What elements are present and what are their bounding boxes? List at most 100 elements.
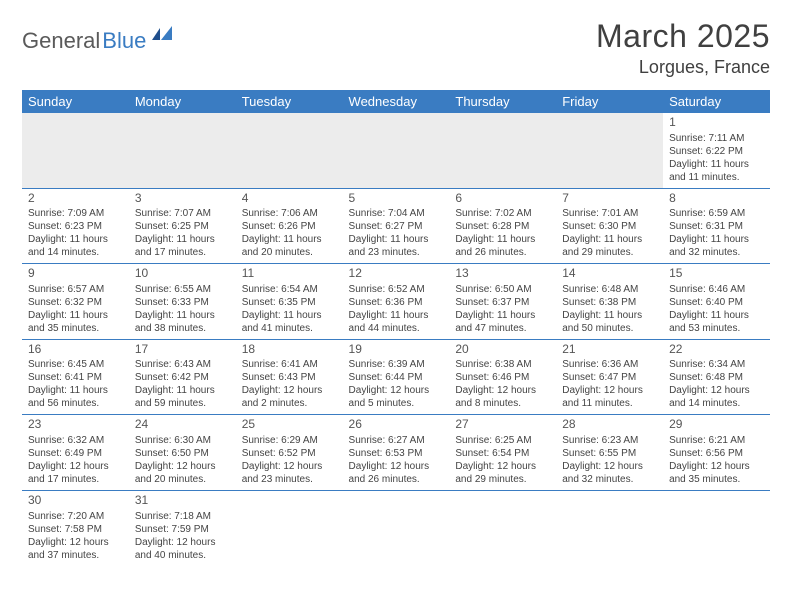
calendar-table: SundayMondayTuesdayWednesdayThursdayFrid… — [22, 90, 770, 566]
sunrise-text: Sunrise: 6:57 AM — [28, 283, 123, 296]
weekday-header: Saturday — [663, 90, 770, 113]
daylight-text: Daylight: 11 hours — [349, 233, 444, 246]
daylight-text: Daylight: 11 hours — [562, 233, 657, 246]
daylight-text: and 35 minutes. — [669, 473, 764, 486]
calendar-day-cell: 17Sunrise: 6:43 AMSunset: 6:42 PMDayligh… — [129, 339, 236, 415]
daylight-text: and 14 minutes. — [28, 246, 123, 259]
calendar-day-cell: 13Sunrise: 6:50 AMSunset: 6:37 PMDayligh… — [449, 264, 556, 340]
daylight-text: Daylight: 12 hours — [669, 384, 764, 397]
daylight-text: Daylight: 11 hours — [242, 309, 337, 322]
sunrise-text: Sunrise: 7:09 AM — [28, 207, 123, 220]
daylight-text: Daylight: 11 hours — [135, 233, 230, 246]
daylight-text: and 53 minutes. — [669, 322, 764, 335]
daylight-text: Daylight: 12 hours — [669, 460, 764, 473]
title-block: March 2025 Lorgues, France — [596, 18, 770, 78]
sunset-text: Sunset: 6:36 PM — [349, 296, 444, 309]
calendar-day-cell: 20Sunrise: 6:38 AMSunset: 6:46 PMDayligh… — [449, 339, 556, 415]
day-number: 6 — [455, 191, 550, 207]
calendar-day-cell: 8Sunrise: 6:59 AMSunset: 6:31 PMDaylight… — [663, 188, 770, 264]
calendar-week-row: 16Sunrise: 6:45 AMSunset: 6:41 PMDayligh… — [22, 339, 770, 415]
calendar-day-cell: 12Sunrise: 6:52 AMSunset: 6:36 PMDayligh… — [343, 264, 450, 340]
calendar-day-cell — [129, 113, 236, 188]
month-title: March 2025 — [596, 18, 770, 55]
daylight-text: Daylight: 11 hours — [562, 309, 657, 322]
daylight-text: Daylight: 11 hours — [28, 309, 123, 322]
weekday-header: Wednesday — [343, 90, 450, 113]
sunrise-text: Sunrise: 7:02 AM — [455, 207, 550, 220]
daylight-text: Daylight: 11 hours — [28, 233, 123, 246]
logo: General Blue — [22, 18, 174, 54]
calendar-day-cell: 10Sunrise: 6:55 AMSunset: 6:33 PMDayligh… — [129, 264, 236, 340]
sunset-text: Sunset: 6:22 PM — [669, 145, 764, 158]
daylight-text: and 38 minutes. — [135, 322, 230, 335]
daylight-text: and 23 minutes. — [242, 473, 337, 486]
sunrise-text: Sunrise: 6:50 AM — [455, 283, 550, 296]
sunrise-text: Sunrise: 7:01 AM — [562, 207, 657, 220]
daylight-text: Daylight: 11 hours — [455, 309, 550, 322]
sunrise-text: Sunrise: 6:30 AM — [135, 434, 230, 447]
sunset-text: Sunset: 6:48 PM — [669, 371, 764, 384]
daylight-text: Daylight: 12 hours — [349, 460, 444, 473]
logo-word2: Blue — [102, 28, 146, 54]
day-number: 4 — [242, 191, 337, 207]
calendar-day-cell: 18Sunrise: 6:41 AMSunset: 6:43 PMDayligh… — [236, 339, 343, 415]
calendar-day-cell: 26Sunrise: 6:27 AMSunset: 6:53 PMDayligh… — [343, 415, 450, 491]
sunset-text: Sunset: 6:46 PM — [455, 371, 550, 384]
sunrise-text: Sunrise: 6:29 AM — [242, 434, 337, 447]
sunrise-text: Sunrise: 6:52 AM — [349, 283, 444, 296]
calendar-day-cell — [236, 490, 343, 565]
sunset-text: Sunset: 6:44 PM — [349, 371, 444, 384]
daylight-text: and 11 minutes. — [669, 171, 764, 184]
daylight-text: and 56 minutes. — [28, 397, 123, 410]
weekday-header: Sunday — [22, 90, 129, 113]
daylight-text: and 40 minutes. — [135, 549, 230, 562]
day-number: 17 — [135, 342, 230, 358]
day-number: 29 — [669, 417, 764, 433]
daylight-text: Daylight: 12 hours — [455, 460, 550, 473]
sunset-text: Sunset: 6:40 PM — [669, 296, 764, 309]
daylight-text: Daylight: 12 hours — [349, 384, 444, 397]
daylight-text: Daylight: 11 hours — [28, 384, 123, 397]
day-number: 26 — [349, 417, 444, 433]
calendar-day-cell: 14Sunrise: 6:48 AMSunset: 6:38 PMDayligh… — [556, 264, 663, 340]
sunset-text: Sunset: 6:49 PM — [28, 447, 123, 460]
daylight-text: Daylight: 12 hours — [135, 460, 230, 473]
day-number: 21 — [562, 342, 657, 358]
calendar-day-cell: 9Sunrise: 6:57 AMSunset: 6:32 PMDaylight… — [22, 264, 129, 340]
day-number: 9 — [28, 266, 123, 282]
sunrise-text: Sunrise: 6:48 AM — [562, 283, 657, 296]
day-number: 8 — [669, 191, 764, 207]
daylight-text: Daylight: 12 hours — [135, 536, 230, 549]
day-number: 2 — [28, 191, 123, 207]
sunset-text: Sunset: 6:26 PM — [242, 220, 337, 233]
day-number: 7 — [562, 191, 657, 207]
calendar-day-cell: 22Sunrise: 6:34 AMSunset: 6:48 PMDayligh… — [663, 339, 770, 415]
day-number: 18 — [242, 342, 337, 358]
day-number: 12 — [349, 266, 444, 282]
daylight-text: and 11 minutes. — [562, 397, 657, 410]
calendar-day-cell: 25Sunrise: 6:29 AMSunset: 6:52 PMDayligh… — [236, 415, 343, 491]
day-number: 16 — [28, 342, 123, 358]
calendar-day-cell — [22, 113, 129, 188]
sunrise-text: Sunrise: 6:23 AM — [562, 434, 657, 447]
calendar-day-cell: 4Sunrise: 7:06 AMSunset: 6:26 PMDaylight… — [236, 188, 343, 264]
sunrise-text: Sunrise: 7:18 AM — [135, 510, 230, 523]
sunrise-text: Sunrise: 6:59 AM — [669, 207, 764, 220]
location: Lorgues, France — [596, 57, 770, 78]
daylight-text: Daylight: 12 hours — [28, 460, 123, 473]
daylight-text: and 32 minutes. — [669, 246, 764, 259]
daylight-text: and 8 minutes. — [455, 397, 550, 410]
sunrise-text: Sunrise: 6:27 AM — [349, 434, 444, 447]
daylight-text: and 17 minutes. — [135, 246, 230, 259]
calendar-day-cell: 2Sunrise: 7:09 AMSunset: 6:23 PMDaylight… — [22, 188, 129, 264]
sunset-text: Sunset: 6:38 PM — [562, 296, 657, 309]
daylight-text: Daylight: 11 hours — [242, 233, 337, 246]
daylight-text: Daylight: 11 hours — [349, 309, 444, 322]
daylight-text: and 35 minutes. — [28, 322, 123, 335]
logo-word1: General — [22, 28, 100, 54]
day-number: 11 — [242, 266, 337, 282]
calendar-day-cell: 7Sunrise: 7:01 AMSunset: 6:30 PMDaylight… — [556, 188, 663, 264]
sunset-text: Sunset: 6:33 PM — [135, 296, 230, 309]
day-number: 24 — [135, 417, 230, 433]
sunset-text: Sunset: 6:56 PM — [669, 447, 764, 460]
